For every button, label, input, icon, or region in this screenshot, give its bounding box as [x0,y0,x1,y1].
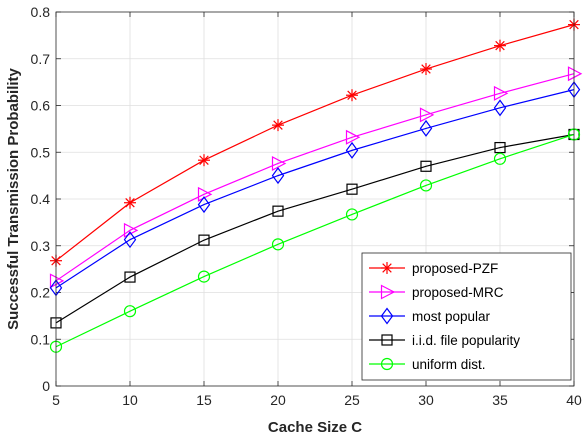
triangle-marker [49,273,65,289]
y-tick-label: 0.1 [31,331,51,347]
series-line [55,133,575,324]
y-tick-label: 0.4 [31,191,51,207]
square-marker [420,160,432,172]
legend-label: proposed-PZF [412,261,498,276]
legend-entry: proposed-PZF [369,261,498,276]
series [49,18,583,353]
diamond-marker [493,99,507,117]
y-tick-label: 0.2 [31,285,51,301]
legend-entry: proposed-MRC [369,284,504,300]
x-tick-label: 20 [270,392,286,408]
circle-marker [419,179,433,192]
legend-entry: uniform dist. [369,357,486,372]
circle-marker [197,270,211,283]
series-line [55,133,575,348]
series-proposed-pzf [50,18,580,267]
square-marker [381,334,393,346]
circle-marker [380,357,394,371]
series-line [55,73,575,282]
triangle-marker [345,129,361,145]
plot-frame [55,11,575,387]
series-line [55,24,575,262]
x-axis-title: Cache Size C [268,419,362,436]
square-marker [494,141,506,154]
asterisk-marker [494,39,506,52]
asterisk-marker [346,89,358,102]
x-tick-label: 25 [344,392,360,408]
x-tick-label: 35 [492,392,508,408]
diamond-marker [197,196,211,214]
asterisk-marker [198,154,210,167]
legend-label: uniform dist. [412,357,486,372]
circle-marker [345,208,359,221]
y-tick-label: 0 [42,378,50,394]
asterisk-marker [272,119,284,132]
circle-marker [123,305,137,318]
series-line [55,89,575,289]
y-tick-label: 0.7 [31,51,51,67]
triangle-marker [380,284,396,300]
square-marker [346,183,358,195]
asterisk-marker [381,262,393,274]
y-axis-title: Successful Transmission Probability [5,67,22,329]
diamond-marker [271,167,285,185]
x-tick-label: 40 [566,392,582,408]
legend-label: proposed-MRC [412,285,504,300]
legend: proposed-PZF proposed-MRC most popular i.i.… [361,252,572,381]
x-tick-label: 10 [122,392,138,408]
triangle-marker [493,85,509,101]
legend-entry: most popular [369,307,491,325]
triangle-marker [271,155,287,171]
square-marker [198,234,210,246]
diamond-marker [345,141,359,159]
y-tick-label: 0.6 [31,98,51,114]
x-tick-label: 30 [418,392,434,408]
circle-marker [493,152,507,165]
square-marker [272,205,284,217]
diamond-marker [123,231,137,249]
y-tick-label: 0.8 [31,4,51,20]
triangle-marker [567,66,583,82]
asterisk-marker [124,196,136,209]
legend-label: most popular [412,309,491,324]
asterisk-marker [420,63,432,76]
y-tick-label: 0.5 [31,144,51,160]
diamond-marker [419,119,433,137]
square-marker [124,271,136,283]
diamond-marker [380,307,394,325]
legend-label: i.i.d. file popularity [412,333,520,348]
legend-entry: i.i.d. file popularity [369,333,520,348]
x-tick-label: 5 [52,392,60,408]
x-tick-label: 15 [196,392,212,408]
y-tick-label: 0.3 [31,238,51,254]
axes: 5 10 15 20 25 30 35 40 0 0.1 0.2 0.3 0.4 0.5 0.6 0.7 0.8 [31,4,582,408]
triangle-marker [419,107,435,123]
circle-marker [271,238,285,251]
